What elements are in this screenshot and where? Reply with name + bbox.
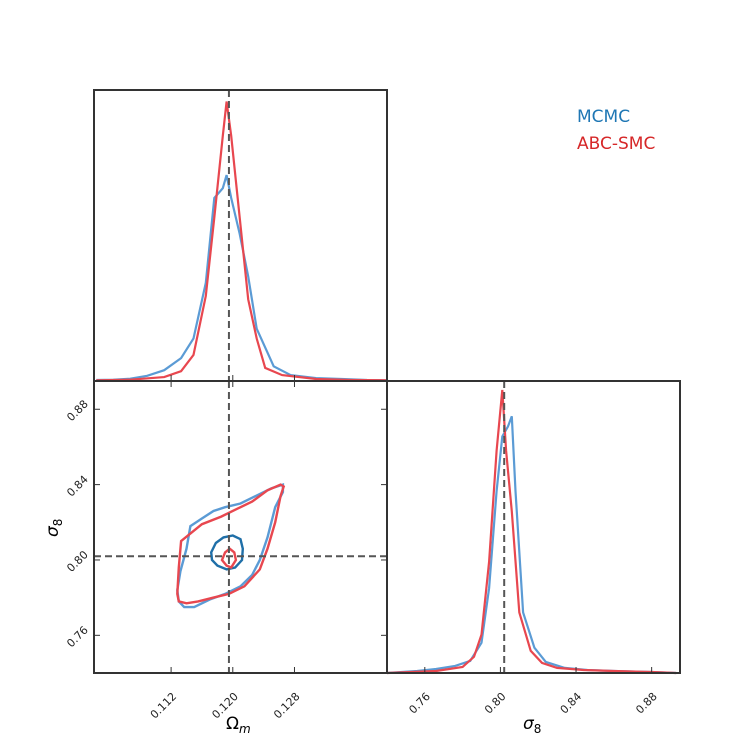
x-tick-label: 0.84 xyxy=(558,690,585,717)
y-axis-label-sigma-8: σ8 xyxy=(43,519,65,537)
x-tick-label: 0.76 xyxy=(406,690,433,717)
curve-abc-smc-sigma-8 xyxy=(386,389,677,675)
contour-abc-smc-outer xyxy=(176,483,286,605)
x-tick-label: 0.112 xyxy=(148,690,179,721)
joint-contour-frame xyxy=(93,380,388,674)
y-tick-label: 0.80 xyxy=(64,548,91,575)
legend-entry-abc-smc: ABC-SMC xyxy=(577,134,655,154)
legend-entry-mcmc: MCMC xyxy=(577,107,630,127)
y-tick-label: 0.84 xyxy=(64,473,91,500)
x-axis-label-omega-m: Ωm xyxy=(226,714,251,736)
contour-mcmc-inner xyxy=(209,534,245,571)
legend: MCMC ABC-SMC xyxy=(577,107,655,154)
curve-abc-smc-omega-m xyxy=(96,101,388,382)
x-tick-label: 0.88 xyxy=(633,690,660,717)
y-tick-label: 0.76 xyxy=(64,624,91,651)
x-axis-label-sigma-8: σ8 xyxy=(523,714,541,736)
marginal-omega-m-panel xyxy=(93,89,388,382)
y-tick-label: 0.88 xyxy=(64,398,91,425)
marginal-sigma-8-panel: 0.76 0.80 0.84 0.88 xyxy=(386,380,681,717)
contour-mcmc-outer xyxy=(176,482,285,609)
curve-mcmc-sigma-8 xyxy=(386,415,677,675)
x-tick-label: 0.128 xyxy=(271,690,302,721)
contour-abc-smc-inner xyxy=(220,547,238,569)
x-tick-label: 0.80 xyxy=(482,690,509,717)
marginal-sigma-8-frame xyxy=(386,380,681,674)
curve-mcmc-omega-m xyxy=(96,174,388,382)
